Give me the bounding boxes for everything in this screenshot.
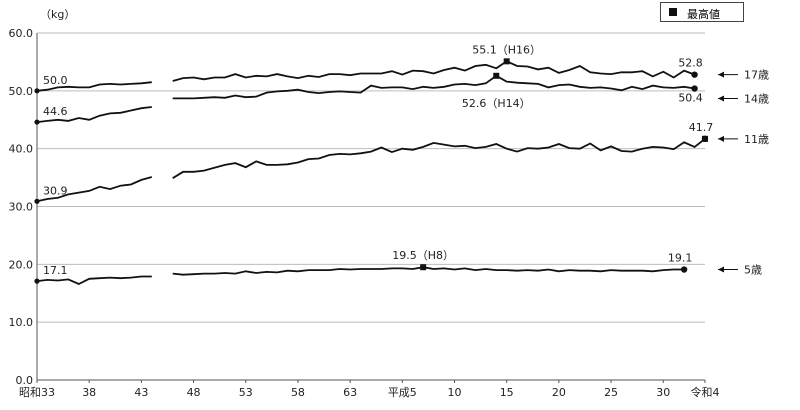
series-line-3 — [36, 275, 152, 285]
y-tick-label: 0.0 — [16, 374, 34, 387]
start-point — [34, 88, 40, 94]
series-line-1 — [172, 74, 695, 100]
series-lines — [34, 58, 709, 285]
start-point — [34, 278, 40, 284]
x-tick-label: 15 — [500, 386, 514, 399]
x-tick-label: 43 — [134, 386, 148, 399]
end-value-label: 50.4 — [678, 92, 703, 105]
end-point — [691, 85, 698, 92]
y-tick-label: 40.0 — [9, 143, 34, 156]
series-label: 17歳 — [744, 69, 769, 82]
x-tick-label: 平成5 — [388, 386, 417, 399]
arrow-head-icon — [718, 95, 724, 102]
x-tick-label: 10 — [448, 386, 462, 399]
series-label: 11歳 — [744, 133, 769, 146]
y-tick-labels: 0.0 10.0 20.0 30.0 40.0 50.0 60.0 — [9, 27, 34, 387]
series-label: 14歳 — [744, 93, 769, 106]
series-line-1 — [36, 106, 152, 123]
end-value-label: 19.1 — [668, 252, 693, 265]
x-tick-label: 48 — [187, 386, 201, 399]
start-point — [34, 119, 40, 125]
x-tick-label: 25 — [604, 386, 618, 399]
gridlines — [37, 32, 705, 381]
y-tick-label: 60.0 — [9, 27, 34, 40]
y-tick-label: 30.0 — [9, 201, 34, 214]
end-value-label: 52.8 — [678, 57, 703, 70]
end-point — [691, 71, 698, 78]
y-tick-label: 50.0 — [9, 85, 34, 98]
series-line-2 — [36, 176, 153, 203]
y-tick-label: 10.0 — [9, 316, 34, 329]
x-tick-label: 53 — [239, 386, 253, 399]
series-line-3 — [172, 266, 685, 276]
start-point — [34, 198, 40, 204]
y-tick-label: 20.0 — [9, 258, 34, 271]
x-tick-labels: 昭和33 38 43 48 53 58 63 平成5 10 15 20 25 30 令和4 — [19, 380, 720, 399]
max-annotation: 55.1（H16） — [472, 43, 541, 56]
max-annotation: 19.5（H8） — [392, 249, 454, 262]
start-value-label: 50.0 — [43, 74, 68, 87]
series-line-2 — [172, 138, 706, 179]
max-marker — [503, 58, 510, 65]
x-tick-label: 30 — [656, 386, 670, 399]
x-tick-label: 昭和33 — [19, 386, 55, 399]
series-label: 5歳 — [744, 264, 762, 277]
arrow-head-icon — [718, 135, 724, 142]
start-value-label: 17.1 — [43, 264, 68, 277]
max-annotation: 52.6（H14） — [462, 97, 531, 110]
y-axis-unit-label: （kg） — [40, 8, 75, 21]
start-value-label: 44.6 — [43, 105, 68, 118]
series-line-0 — [36, 81, 152, 92]
arrow-head-icon — [718, 71, 724, 78]
max-marker — [493, 72, 500, 79]
x-tick-label: 63 — [343, 386, 357, 399]
legend-label: 最高値 — [687, 8, 720, 21]
start-value-label: 30.9 — [43, 184, 68, 197]
x-tick-label: 38 — [82, 386, 96, 399]
end-value-label: 41.7 — [689, 121, 714, 134]
legend-marker-icon — [669, 8, 677, 16]
legend: 最高値 — [660, 2, 744, 22]
value-labels: 50.0 52.8 17歳 44.6 50.4 14歳 30.9 41.7 11歳 17.1 19.… — [43, 43, 769, 277]
arrow-head-icon — [718, 266, 724, 273]
max-marker — [420, 264, 427, 271]
x-tick-label: 20 — [552, 386, 566, 399]
max-marker — [702, 135, 708, 142]
x-tick-label: 58 — [291, 386, 305, 399]
end-point — [680, 266, 688, 273]
x-tick-label: 令和4 — [691, 385, 720, 399]
series-line-0 — [172, 60, 695, 82]
